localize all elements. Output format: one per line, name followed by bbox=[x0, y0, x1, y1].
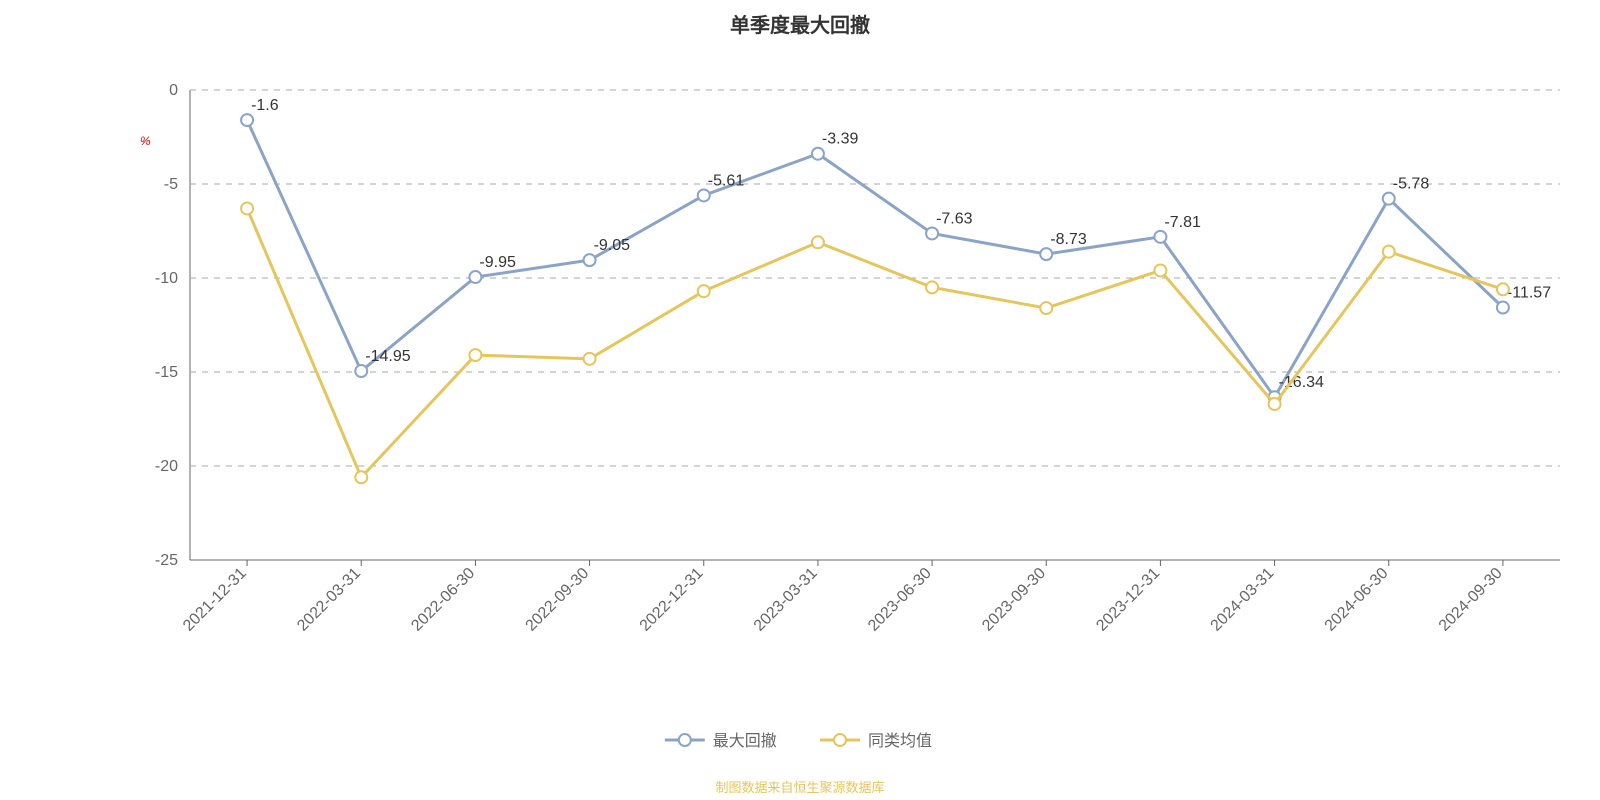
x-tick-label: 2022-03-31 bbox=[294, 565, 364, 635]
drawdown-line-chart: 单季度最大回撤 0 -5 -10 -15 -20 -25% 2021-12-31 2022-03… bbox=[0, 0, 1600, 800]
y-tick-label: -10 bbox=[155, 270, 178, 287]
series-marker-1 bbox=[584, 353, 596, 365]
series-marker-1 bbox=[469, 349, 481, 361]
series-marker-0 bbox=[926, 227, 938, 239]
series-marker-1 bbox=[926, 281, 938, 293]
series-marker-1 bbox=[1269, 398, 1281, 410]
series-marker-0 bbox=[469, 271, 481, 283]
x-tick-label: 2024-06-30 bbox=[1322, 565, 1392, 635]
chart-footer-note: 制图数据来自恒生聚源数据库 bbox=[715, 780, 884, 795]
series-marker-0 bbox=[241, 114, 253, 126]
series-marker-0 bbox=[584, 254, 596, 266]
series-marker-1 bbox=[1383, 246, 1395, 258]
legend-label: 同类均值 bbox=[868, 732, 932, 750]
data-label: -14.95 bbox=[365, 348, 410, 365]
data-label: -11.57 bbox=[1507, 285, 1551, 302]
data-label: -1.6 bbox=[251, 97, 279, 114]
data-label: -3.39 bbox=[822, 131, 859, 148]
series-marker-0 bbox=[812, 148, 824, 160]
series-marker-1 bbox=[698, 285, 710, 297]
x-tick-label: 2024-03-31 bbox=[1208, 565, 1278, 635]
legend-swatch-marker bbox=[834, 734, 846, 746]
series-marker-0 bbox=[1154, 231, 1166, 243]
data-label: -9.05 bbox=[594, 237, 631, 254]
data-label: -7.81 bbox=[1164, 214, 1201, 231]
x-tick-label: 2023-06-30 bbox=[865, 565, 935, 635]
series-line-0 bbox=[247, 120, 1503, 397]
y-axis-unit: % bbox=[140, 134, 151, 148]
series-line-1 bbox=[247, 208, 1503, 477]
series-marker-0 bbox=[1497, 302, 1509, 314]
y-tick-label: -20 bbox=[155, 458, 178, 475]
x-tick-label: 2024-09-30 bbox=[1436, 565, 1506, 635]
x-tick-label: 2022-06-30 bbox=[408, 565, 478, 635]
series-marker-1 bbox=[1154, 264, 1166, 276]
series-marker-1 bbox=[1040, 302, 1052, 314]
data-label: -5.78 bbox=[1393, 176, 1430, 193]
series-marker-1 bbox=[355, 471, 367, 483]
series-marker-1 bbox=[241, 202, 253, 214]
chart-title: 单季度最大回撤 bbox=[730, 13, 870, 37]
x-tick-label: 2022-12-31 bbox=[637, 565, 707, 635]
series-marker-1 bbox=[1497, 283, 1509, 295]
x-tick-label: 2022-09-30 bbox=[523, 565, 593, 635]
series-marker-1 bbox=[812, 236, 824, 248]
series-marker-0 bbox=[1040, 248, 1052, 260]
series-marker-0 bbox=[355, 365, 367, 377]
chart-container: 单季度最大回撤 0 -5 -10 -15 -20 -25% 2021-12-31 2022-03… bbox=[0, 0, 1600, 800]
series-marker-0 bbox=[1383, 193, 1395, 205]
y-tick-label: -5 bbox=[164, 176, 178, 193]
y-tick-label: -25 bbox=[155, 552, 178, 569]
x-tick-label: 2023-09-30 bbox=[979, 565, 1049, 635]
data-label: -7.63 bbox=[936, 210, 973, 227]
data-label: -9.95 bbox=[479, 254, 516, 271]
data-label: -8.73 bbox=[1050, 231, 1087, 248]
x-tick-label: 2021-12-31 bbox=[180, 565, 250, 635]
legend-swatch-marker bbox=[679, 734, 691, 746]
y-tick-label: -15 bbox=[155, 364, 178, 381]
series-marker-0 bbox=[698, 189, 710, 201]
x-tick-label: 2023-03-31 bbox=[751, 565, 821, 635]
data-label: -5.61 bbox=[708, 172, 745, 189]
y-tick-label: 0 bbox=[169, 82, 178, 99]
x-tick-label: 2023-12-31 bbox=[1093, 565, 1163, 635]
legend-label: 最大回撤 bbox=[713, 732, 777, 750]
